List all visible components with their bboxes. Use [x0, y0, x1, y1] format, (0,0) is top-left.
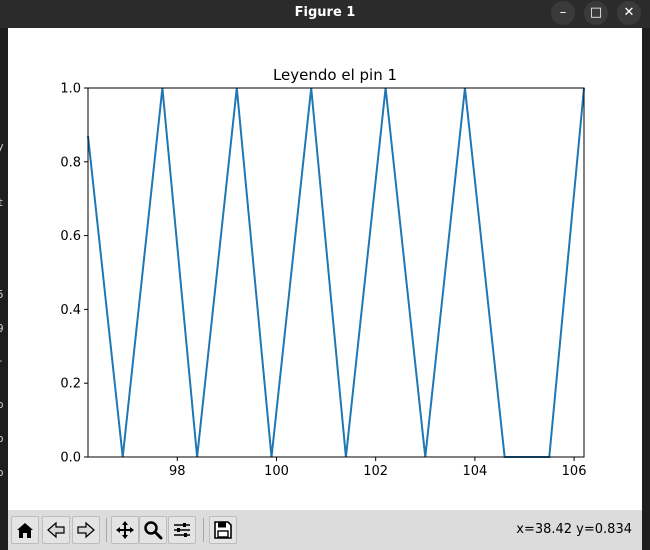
maximize-button[interactable]: □ — [584, 1, 608, 25]
sliders-icon — [174, 523, 190, 537]
y-tick-label: 0.8 — [60, 155, 81, 170]
x-tick-label: 98 — [169, 464, 186, 479]
text-fragment: o — [0, 466, 4, 479]
cursor-coordinates: x=38.42 y=0.834 — [516, 522, 632, 537]
back-arrow-icon — [47, 521, 65, 539]
y-tick-label: 0.6 — [60, 229, 81, 244]
minimize-button[interactable]: – — [551, 1, 575, 25]
save-button[interactable] — [209, 516, 237, 544]
x-tick-label: 102 — [363, 464, 388, 479]
close-icon: ✕ — [623, 5, 635, 20]
y-axis-ticks: 0.0 0.2 0.4 0.6 0.8 1.0 — [60, 82, 88, 466]
x-tick-label: 106 — [562, 464, 587, 479]
navigation-toolbar: x=38.42 y=0.834 — [8, 510, 642, 550]
background-terminal-fragment: y t 5 9 - o o o — [0, 28, 8, 510]
text-fragment: y — [0, 140, 4, 153]
zoom-button[interactable] — [139, 516, 167, 544]
series-line — [87, 87, 585, 458]
y-tick-label: 0.4 — [60, 303, 81, 318]
x-tick-label: 100 — [264, 464, 289, 479]
y-tick-label: 0.0 — [60, 451, 81, 466]
background-right-edge — [642, 28, 650, 550]
text-fragment: 9 — [0, 322, 4, 335]
text-fragment: o — [0, 432, 4, 445]
y-tick-label: 1.0 — [60, 82, 81, 97]
floppy-disk-icon — [214, 521, 232, 539]
x-tick-label: 104 — [462, 464, 487, 479]
line-chart: Leyendo el pin 1 98 100 102 104 106 0.00.20.… — [60, 66, 586, 479]
back-button[interactable] — [42, 516, 70, 544]
window-titlebar: Figure 1 – □ ✕ — [0, 0, 650, 28]
axes-frame — [87, 87, 585, 458]
plot-area — [88, 88, 584, 457]
home-button[interactable] — [11, 516, 39, 544]
maximize-icon: □ — [589, 5, 603, 20]
text-fragment: t — [0, 196, 4, 209]
configure-subplots-button[interactable] — [168, 516, 196, 544]
chart-title: Leyendo el pin 1 — [273, 66, 397, 84]
home-icon — [17, 523, 33, 538]
move-icon — [116, 521, 134, 539]
text-fragment: - — [0, 354, 4, 367]
toolbar-separator — [106, 518, 107, 542]
magnifier-icon — [144, 521, 163, 540]
text-fragment: 5 — [0, 288, 4, 301]
axes-border — [87, 87, 585, 458]
figure-canvas[interactable]: Leyendo el pin 1 98 100 102 104 106 0.0 0.2 0.… — [8, 28, 642, 510]
minimize-icon: – — [559, 5, 567, 20]
toolbar-separator — [203, 518, 204, 542]
x-axis-ticks: 98 100 102 104 106 — [169, 457, 586, 479]
text-fragment: o — [0, 398, 4, 411]
forward-button[interactable] — [72, 516, 100, 544]
pan-button[interactable] — [111, 516, 139, 544]
close-button[interactable]: ✕ — [617, 1, 641, 25]
window-title: Figure 1 — [294, 5, 356, 20]
series-layer — [87, 87, 585, 458]
forward-arrow-icon — [77, 521, 95, 539]
y-tick-label: 0.2 — [60, 377, 81, 392]
